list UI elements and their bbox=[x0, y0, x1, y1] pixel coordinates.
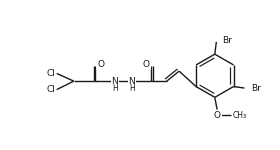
Text: Br: Br bbox=[223, 36, 232, 45]
Text: Br: Br bbox=[251, 84, 260, 93]
Text: H: H bbox=[112, 84, 118, 93]
Text: Cl: Cl bbox=[46, 69, 55, 78]
Text: H: H bbox=[129, 84, 135, 93]
Text: O: O bbox=[214, 111, 221, 120]
Text: Cl: Cl bbox=[46, 85, 55, 94]
Text: O: O bbox=[143, 60, 150, 69]
Text: CH₃: CH₃ bbox=[233, 111, 247, 120]
Text: O: O bbox=[97, 60, 104, 69]
Text: N: N bbox=[111, 77, 118, 86]
Text: N: N bbox=[129, 77, 135, 86]
